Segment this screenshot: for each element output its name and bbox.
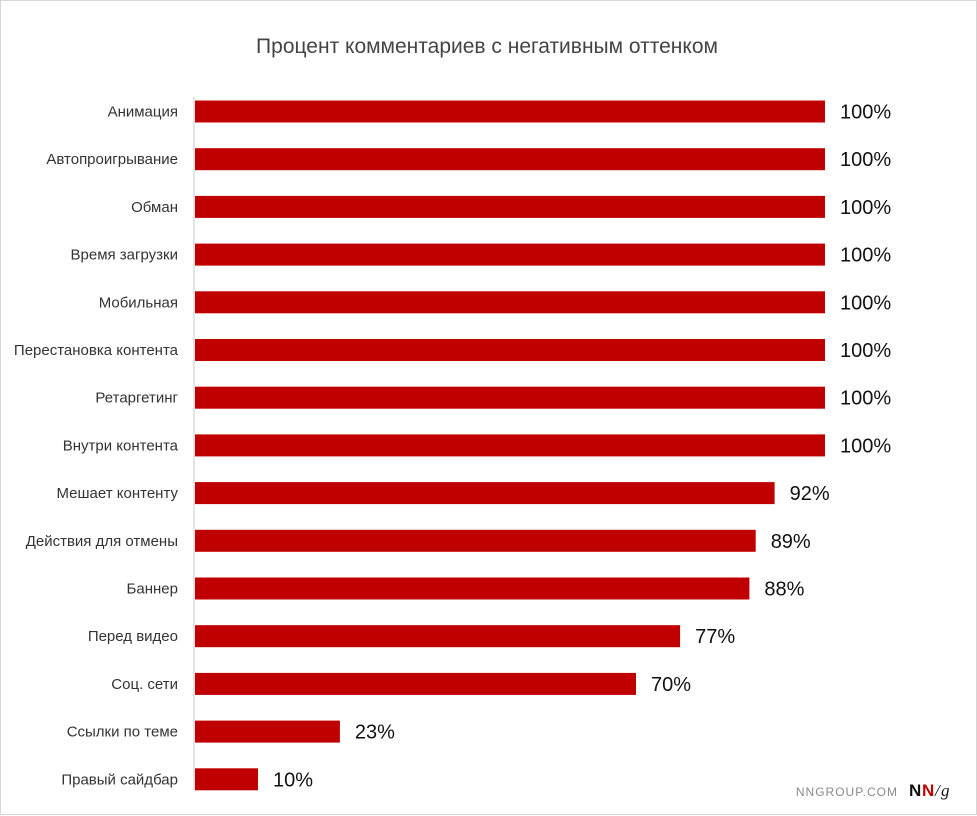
bar-8 xyxy=(195,482,775,505)
value-label-13: 23% xyxy=(355,722,395,744)
category-label-9: Действия для отмены xyxy=(26,533,178,550)
value-label-8: 92% xyxy=(790,483,830,505)
chart-title: Процент комментариев с негативным оттенк… xyxy=(256,35,718,58)
bar-5 xyxy=(195,339,825,361)
bar-12 xyxy=(195,672,636,695)
bar-0 xyxy=(195,100,825,123)
category-label-12: Соц. сети xyxy=(111,676,178,693)
category-label-4: Мобильная xyxy=(99,294,178,311)
value-label-11: 77% xyxy=(695,626,735,648)
value-label-6: 100% xyxy=(840,388,891,410)
category-label-5: Перестановка контента xyxy=(14,342,179,359)
bar-10 xyxy=(195,577,750,600)
site-name: NNGROUP.COM xyxy=(796,785,898,799)
value-label-14: 10% xyxy=(273,769,313,791)
category-label-13: Ссылки по теме xyxy=(67,724,178,741)
logo-slash: / xyxy=(934,781,942,800)
category-label-11: Перед видео xyxy=(88,628,178,645)
value-label-0: 100% xyxy=(840,102,891,124)
logo-letter-g: g xyxy=(941,781,950,800)
bars-group xyxy=(195,100,825,791)
category-label-3: Время загрузки xyxy=(71,247,178,264)
category-label-10: Баннер xyxy=(127,581,178,598)
bar-6 xyxy=(195,386,825,409)
value-label-4: 100% xyxy=(840,292,891,314)
bar-2 xyxy=(195,195,825,218)
value-labels-group: 100% 100% 100% 100% 100% 100% 100% 100% 92% 89% 88… xyxy=(273,102,891,792)
category-label-14: Правый сайдбар xyxy=(61,771,178,788)
category-label-0: Анимация xyxy=(108,104,178,121)
value-label-10: 88% xyxy=(764,579,804,601)
bar-1 xyxy=(195,148,825,171)
bar-4 xyxy=(195,291,825,314)
value-label-1: 100% xyxy=(840,149,891,171)
logo-letter-n2: N xyxy=(922,781,934,800)
category-labels-group: Анимация Автопроигрывание Обман Время загру… xyxy=(14,104,179,789)
value-label-2: 100% xyxy=(840,197,891,219)
bar-9 xyxy=(195,529,756,552)
category-label-6: Ретаргетинг xyxy=(95,390,178,407)
value-label-3: 100% xyxy=(840,245,891,267)
category-label-2: Обман xyxy=(131,199,178,216)
bar-3 xyxy=(195,243,825,266)
bar-13 xyxy=(195,720,340,743)
category-label-7: Внутри контента xyxy=(63,437,179,454)
bar-11 xyxy=(195,625,681,648)
category-label-1: Автопроигрывание xyxy=(46,151,178,168)
value-label-7: 100% xyxy=(840,435,891,457)
value-label-9: 89% xyxy=(771,531,811,553)
category-label-8: Мешает контенту xyxy=(57,485,179,502)
bar-14 xyxy=(195,768,258,791)
bar-7 xyxy=(195,434,825,457)
value-label-12: 70% xyxy=(651,674,691,696)
logo-letter-n1: N xyxy=(909,781,921,800)
nng-logo: N N / g xyxy=(909,781,950,800)
value-label-5: 100% xyxy=(840,340,891,362)
